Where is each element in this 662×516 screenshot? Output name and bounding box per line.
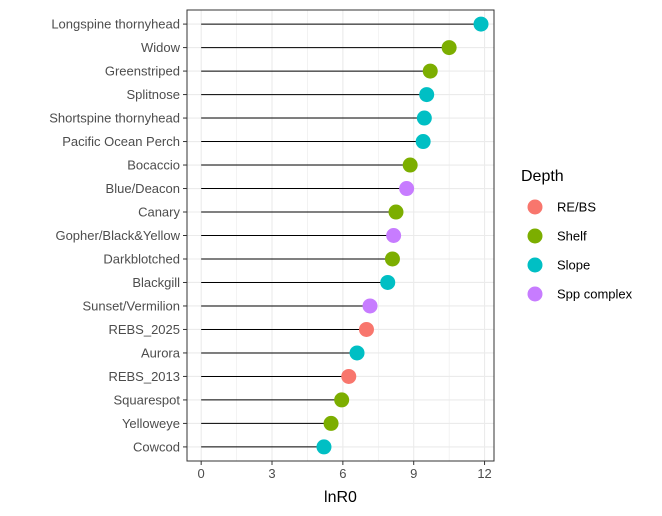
stems bbox=[201, 23, 482, 448]
y-tick-label: Widow bbox=[141, 40, 181, 55]
data-point bbox=[358, 321, 374, 337]
y-tick-labels: Longspine thornyhead Widow Greenstriped Spl… bbox=[49, 17, 187, 454]
legend-key bbox=[527, 199, 543, 215]
data-point bbox=[441, 40, 457, 56]
data-point bbox=[334, 392, 350, 408]
y-tick-label: REBS_2025 bbox=[108, 322, 180, 337]
y-tick-label: Squarespot bbox=[114, 392, 181, 407]
y-tick-label: Canary bbox=[138, 205, 180, 220]
legend-label: Spp complex bbox=[557, 287, 633, 302]
data-point bbox=[399, 181, 415, 197]
data-point bbox=[388, 204, 404, 220]
data-point bbox=[473, 16, 489, 32]
data-point bbox=[419, 87, 435, 103]
x-tick-label: 6 bbox=[339, 466, 346, 481]
data-point bbox=[384, 251, 400, 267]
y-tick-label: Shortspine thornyhead bbox=[49, 111, 180, 126]
x-tick-label: 9 bbox=[410, 466, 417, 481]
legend-label: Shelf bbox=[557, 229, 587, 244]
data-point bbox=[415, 134, 431, 150]
data-point bbox=[386, 228, 402, 243]
y-tick-label: Aurora bbox=[141, 345, 181, 360]
y-tick-label: Bocaccio bbox=[127, 158, 180, 173]
data-point bbox=[380, 274, 396, 290]
y-tick-label: Greenstriped bbox=[105, 64, 180, 79]
data-point bbox=[341, 368, 357, 384]
legend-label: RE/BS bbox=[557, 200, 596, 215]
data-point bbox=[323, 415, 339, 431]
legend-title: Depth bbox=[521, 168, 564, 185]
y-tick-label: REBS_2013 bbox=[108, 369, 180, 384]
x-tick-label: 12 bbox=[477, 466, 491, 481]
y-tick-label: Pacific Ocean Perch bbox=[62, 134, 180, 149]
y-tick-label: Gopher/Black&Yellow bbox=[55, 228, 180, 243]
y-tick-label: Sunset/Vermilion bbox=[82, 298, 180, 313]
x-tick-labels: 0 3 6 9 12 bbox=[198, 461, 492, 481]
data-point bbox=[416, 110, 432, 126]
y-tick-label: Yelloweye bbox=[122, 416, 180, 431]
data-point bbox=[362, 298, 378, 314]
y-tick-label: Blackgill bbox=[132, 275, 180, 290]
y-tick-label: Darkblotched bbox=[103, 251, 180, 266]
x-tick-label: 0 bbox=[198, 466, 205, 481]
data-point bbox=[316, 439, 332, 455]
legend-key bbox=[527, 228, 543, 244]
data-point bbox=[349, 345, 365, 361]
y-tick-label: Cowcod bbox=[133, 439, 180, 454]
data-point bbox=[402, 157, 418, 173]
y-tick-label: Blue/Deacon bbox=[106, 181, 180, 196]
legend-label: Slope bbox=[557, 258, 590, 273]
y-tick-label: Splitnose bbox=[127, 87, 180, 102]
legend-key bbox=[527, 286, 543, 302]
x-axis-title: lnR0 bbox=[324, 489, 357, 506]
legend-key bbox=[527, 257, 543, 273]
y-tick-label: Longspine thornyhead bbox=[51, 17, 180, 32]
legend: Depth RE/BS Shelf Slope Spp complex bbox=[521, 168, 633, 302]
points bbox=[316, 16, 489, 455]
data-point bbox=[422, 63, 438, 79]
x-tick-label: 3 bbox=[268, 466, 275, 481]
